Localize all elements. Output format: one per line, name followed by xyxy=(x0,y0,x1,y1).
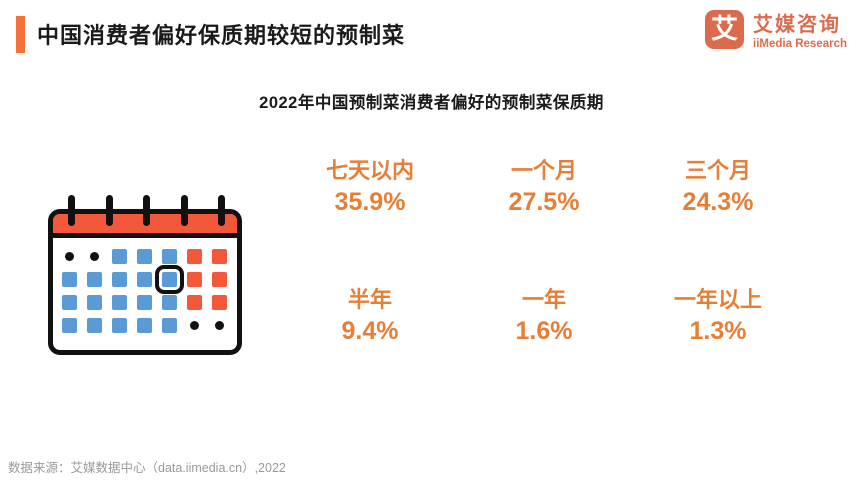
shelf-life-stats: 七天以内 35.9% 一个月 27.5% 三个月 24.3% 半年 9.4% 一… xyxy=(283,156,805,349)
calendar-day xyxy=(87,295,102,310)
stat-label: 一个月 xyxy=(510,158,577,183)
calendar-weekend-day xyxy=(212,295,227,310)
stat-value: 1.6% xyxy=(515,317,573,346)
calendar-day xyxy=(62,272,77,287)
stat-label: 一年以上 xyxy=(673,287,762,313)
stat-label: 七天以内 xyxy=(325,158,414,183)
calendar-day xyxy=(112,249,127,264)
calendar-day xyxy=(162,295,177,310)
calendar-ring-icon xyxy=(143,195,150,226)
calendar-day xyxy=(162,318,177,333)
calendar-day xyxy=(87,318,102,333)
iimedia-logo-icon: 艾 xyxy=(705,9,745,49)
calendar-day xyxy=(112,272,127,287)
stat-value: 27.5% xyxy=(508,187,580,216)
stat-item: 一个月 27.5% xyxy=(457,156,631,219)
calendar-weekend-day xyxy=(187,272,202,287)
stat-value: 9.4% xyxy=(341,317,399,346)
page-title: 中国消费者偏好保质期较短的预制菜 xyxy=(37,23,406,48)
logo-name-en: iiMedia Research xyxy=(753,38,847,50)
stat-item: 七天以内 35.9% xyxy=(283,156,457,219)
calendar-weekend-day xyxy=(187,249,202,264)
calendar-day xyxy=(62,318,77,333)
stat-value: 35.9% xyxy=(334,187,406,216)
calendar-day-grid xyxy=(53,238,237,333)
calendar-day xyxy=(137,318,152,333)
stat-value: 24.3% xyxy=(682,187,754,216)
stat-label: 一年 xyxy=(521,287,566,313)
stat-item: 三个月 24.3% xyxy=(631,156,805,219)
calendar-dot xyxy=(62,249,77,264)
calendar-day xyxy=(137,272,152,287)
stat-item: 一年 1.6% xyxy=(457,285,631,348)
logo-text: 艾媒咨询 iiMedia Research xyxy=(753,8,847,50)
calendar-selected-day xyxy=(155,265,184,294)
calendar-ring-icon xyxy=(106,195,113,226)
iimedia-logo: 艾 艾媒咨询 iiMedia Research xyxy=(705,8,847,50)
calendar-dot xyxy=(212,318,227,333)
title-accent-bar xyxy=(16,16,25,53)
calendar-weekend-day xyxy=(187,295,202,310)
calendar-ring-icon xyxy=(68,195,75,226)
calendar-body xyxy=(48,209,242,355)
stat-label: 三个月 xyxy=(684,158,751,183)
calendar-day xyxy=(112,318,127,333)
stat-item: 一年以上 1.3% xyxy=(631,285,805,348)
calendar-day xyxy=(137,295,152,310)
stat-value: 1.3% xyxy=(689,317,747,346)
calendar-dot xyxy=(87,249,102,264)
calendar-day xyxy=(87,272,102,287)
logo-name-cn: 艾媒咨询 xyxy=(753,14,842,36)
calendar-ring-icon xyxy=(181,195,188,226)
stat-item: 半年 9.4% xyxy=(283,285,457,348)
stat-label: 半年 xyxy=(347,287,392,313)
calendar-day xyxy=(137,249,152,264)
data-source-note: 数据来源：艾媒数据中心（data.iimedia.cn）,2022 xyxy=(8,461,286,475)
calendar-day xyxy=(162,249,177,264)
calendar-weekend-day xyxy=(212,249,227,264)
calendar-weekend-day xyxy=(212,272,227,287)
calendar-day xyxy=(62,295,77,310)
chart-title: 2022年中国预制菜消费者偏好的预制菜保质期 xyxy=(259,94,604,112)
calendar-ring-icon xyxy=(218,195,225,226)
calendar-day xyxy=(112,295,127,310)
calendar-icon xyxy=(48,195,242,357)
calendar-dot xyxy=(187,318,202,333)
